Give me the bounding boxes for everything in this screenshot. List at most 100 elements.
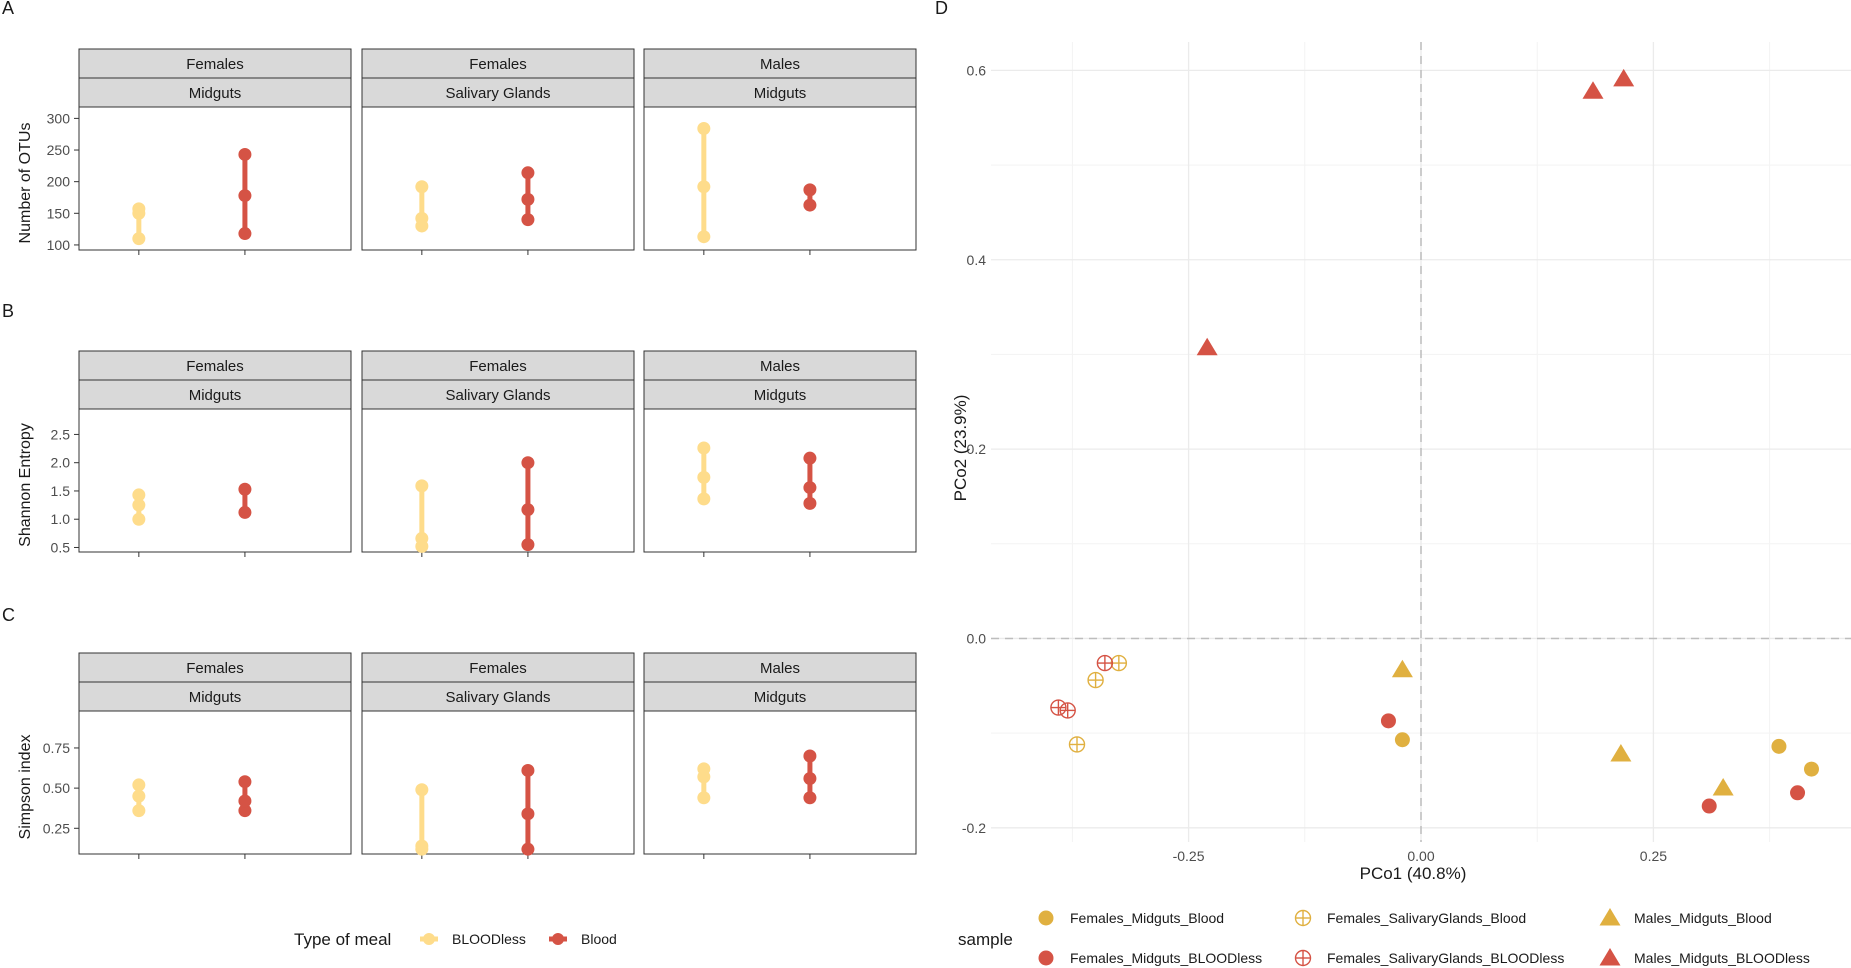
facet-strip-tissue-label: Salivary Glands (445, 387, 550, 404)
panel-label-a: A (2, 0, 14, 18)
facet-strip-tissue (643, 681, 917, 712)
facet-strip-sex (643, 652, 917, 683)
data-point-bloodless (415, 839, 429, 853)
pcoa-x-tick-label: 0.00 (1407, 848, 1434, 864)
facet-strip-sex-label: Females (186, 56, 244, 73)
data-point-blood (238, 189, 252, 203)
y-tick-label: 250 (47, 142, 71, 158)
y-tick-label: 0.25 (43, 820, 70, 836)
data-point-blood (803, 749, 817, 763)
facet-strip-sex (361, 350, 635, 381)
facet-strip-tissue-label: Midguts (754, 689, 807, 706)
meal-type-legend: Type of meal BLOODless Blood (294, 930, 617, 949)
pcoa-point (1380, 713, 1396, 729)
data-point-blood (521, 538, 535, 552)
facet-strip-sex (78, 350, 352, 381)
data-point-bloodless (415, 211, 429, 225)
y-tick-label: 2.5 (51, 426, 71, 442)
data-point-bloodless (697, 180, 711, 194)
data-point-blood (803, 481, 817, 495)
data-point-bloodless (415, 531, 429, 545)
y-tick-label: 1.0 (51, 511, 71, 527)
facet-strip-tissue (361, 681, 635, 712)
legend-label-sample: Females_Midguts_Blood (1070, 910, 1224, 926)
pcoa-plot: -0.25 0.00 0.25 -0.2 0.0 0.2 0.4 0.6 (962, 42, 1851, 864)
legend-title-sample: sample (958, 930, 1013, 949)
data-point-bloodless (132, 789, 146, 803)
data-point-blood (238, 794, 252, 808)
panel-label-d: D (935, 0, 948, 18)
y-tick-label: 0.50 (43, 780, 70, 796)
facet-strip-tissue-label: Salivary Glands (445, 85, 550, 102)
pcoa-y-tick-label: -0.2 (962, 820, 986, 836)
pcoa-point (1803, 761, 1819, 777)
pcoa-x-tick-label: -0.25 (1173, 848, 1205, 864)
facet-plot-area (78, 710, 352, 855)
y-tick-label: 300 (47, 110, 71, 126)
facet-plot-area (78, 106, 352, 251)
y-tick-label: 1.5 (51, 483, 71, 499)
legend-key-circle (1038, 950, 1054, 966)
pcoa-point (1610, 743, 1632, 762)
facet-strip-tissue (643, 379, 917, 410)
facet-strip-sex (78, 652, 352, 683)
facet-strip-sex-label: Females (469, 56, 527, 73)
y-tick-label: 0.5 (51, 539, 71, 555)
legend-key-circle (1038, 910, 1054, 926)
pcoa-point (1790, 785, 1806, 801)
data-point-bloodless (132, 778, 146, 792)
data-point-bloodless (697, 470, 711, 484)
facet-panels-group: 100 150 200 250 300 Females Midguts Females Sali… (43, 48, 917, 859)
facet-strip-tissue (643, 77, 917, 108)
data-point-bloodless (132, 498, 146, 512)
facet-strip-sex-label: Females (469, 358, 527, 375)
data-point-bloodless (132, 488, 146, 502)
facet-strip-sex (78, 48, 352, 79)
legend-key-crosscircle (1294, 909, 1312, 927)
legend-label-sample: Males_Midguts_BLOODless (1634, 950, 1810, 966)
data-point-blood (521, 192, 535, 206)
data-point-blood (803, 771, 817, 785)
data-point-blood (803, 183, 817, 197)
y-tick-label: 0.75 (43, 740, 70, 756)
data-point-blood (238, 804, 252, 818)
data-point-blood (521, 166, 535, 180)
facet-strip-sex-label: Females (469, 660, 527, 677)
pcoa-point (1196, 337, 1218, 356)
data-point-bloodless (415, 479, 429, 493)
facet-plot-area (643, 408, 917, 553)
data-point-blood (521, 503, 535, 517)
facet-strip-sex (361, 48, 635, 79)
data-point-bloodless (697, 762, 711, 776)
data-point-bloodless (132, 804, 146, 818)
pcoa-x-axis-title: PCo1 (40.8%) (1360, 864, 1467, 883)
data-point-blood (238, 775, 252, 789)
legend-label-sample: Females_Midguts_BLOODless (1070, 950, 1262, 966)
pcoa-point (1391, 659, 1413, 678)
pcoa-point (1050, 699, 1067, 716)
y-axis-title-c: Simpson index (17, 735, 34, 840)
y-tick-label: 2.0 (51, 455, 71, 471)
facet-strip-sex-label: Males (760, 660, 800, 677)
panel-label-c: C (2, 605, 15, 625)
y-axis-title-b: Shannon Entropy (17, 423, 34, 547)
data-point-bloodless (697, 791, 711, 805)
data-point-bloodless (132, 202, 146, 216)
legend-key-dot-bloodless (423, 933, 435, 945)
data-point-bloodless (697, 122, 711, 136)
facet-strip-sex-label: Females (186, 660, 244, 677)
pcoa-point (1110, 654, 1128, 672)
legend-key-crosscircle (1294, 949, 1312, 967)
data-point-blood (521, 213, 535, 227)
pcoa-point (1394, 732, 1410, 748)
facet-plot-area (78, 408, 352, 553)
pcoa-y-tick-label: 0.0 (967, 630, 987, 646)
y-axis-title-a: Number of OTUs (17, 123, 34, 244)
data-point-bloodless (415, 180, 429, 194)
panel-label-b: B (2, 301, 14, 321)
facet-strip-sex (361, 652, 635, 683)
data-point-blood (521, 842, 535, 856)
facet-plot-area (643, 710, 917, 855)
data-point-bloodless (697, 492, 711, 506)
pcoa-point (1059, 702, 1076, 719)
